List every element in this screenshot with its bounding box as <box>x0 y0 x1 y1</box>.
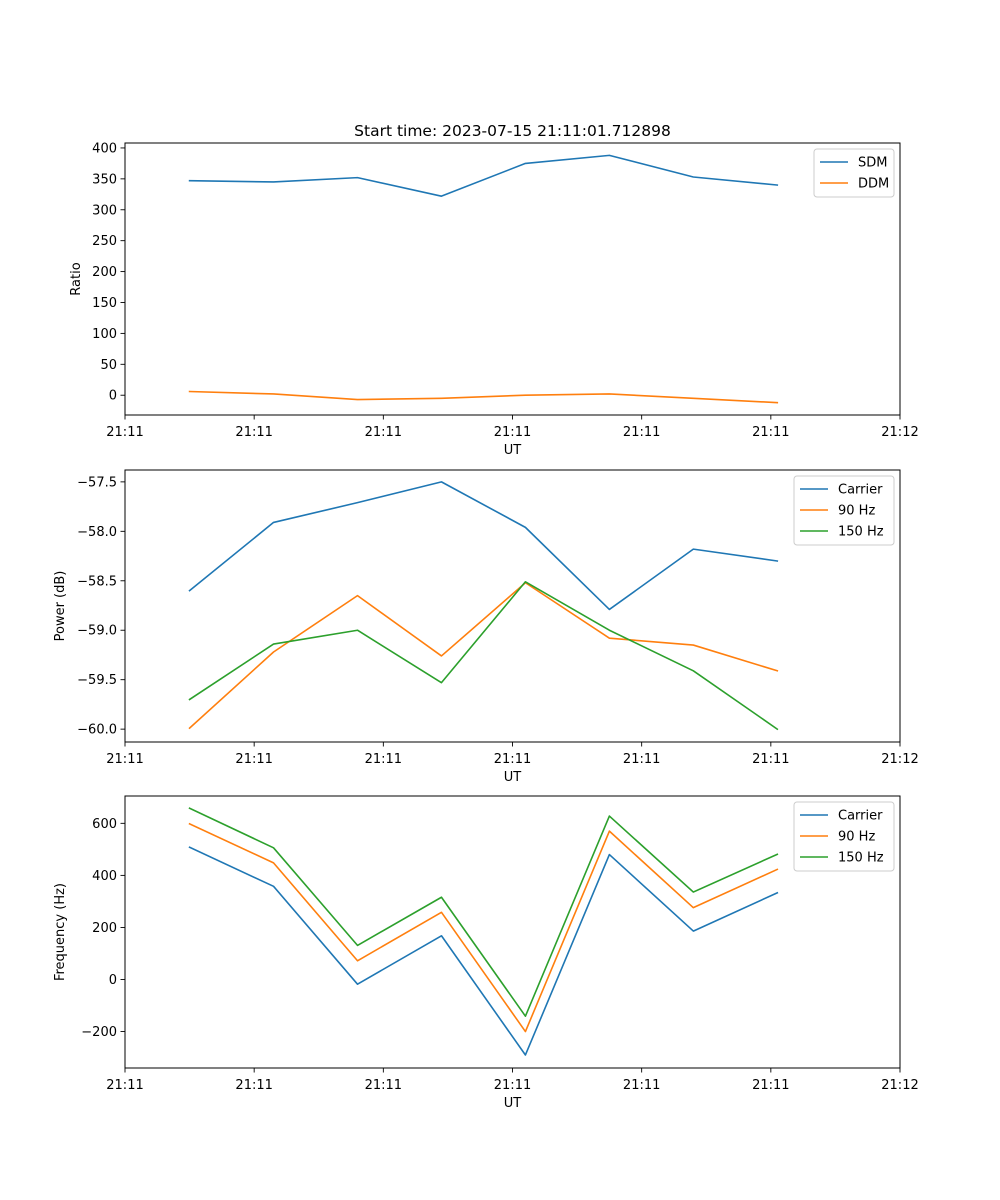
x-tick-label: 21:11 <box>106 1078 143 1093</box>
x-tick-label: 21:11 <box>752 1078 789 1093</box>
y-tick-label: −59.0 <box>77 624 117 639</box>
x-tick-label: 21:11 <box>365 425 402 440</box>
y-tick-label: −58.5 <box>77 574 117 589</box>
series-line-carrier <box>188 846 779 1056</box>
y-axis-label: Power (dB) <box>53 571 68 642</box>
legend-box <box>793 475 895 546</box>
x-tick-label: 21:11 <box>235 752 272 767</box>
y-tick-label: 0 <box>109 973 117 988</box>
y-tick-label: 0 <box>109 389 117 404</box>
x-tick-label: 21:11 <box>365 1078 402 1093</box>
x-tick-label: 21:11 <box>623 425 660 440</box>
figure-title: Start time: 2023-07-15 21:11:01.712898 <box>354 122 671 140</box>
legend-box <box>793 801 895 872</box>
x-axis-label: UT <box>504 443 522 458</box>
legend-label: Carrier <box>838 483 883 498</box>
chart-panel-2: 21:11 21:11 21:11 21:11 21:11 21:11 21:12 −60.0… <box>53 469 919 785</box>
legend-label: 150 Hz <box>838 851 884 866</box>
series-line-150-hz <box>188 580 779 731</box>
y-tick-label: −57.5 <box>77 475 117 490</box>
series-line-carrier <box>188 481 779 611</box>
x-axis-label: UT <box>504 1096 522 1111</box>
x-tick-label: 21:12 <box>881 425 918 440</box>
y-tick-label: 300 <box>92 203 117 218</box>
y-tick-label: −200 <box>81 1025 117 1040</box>
y-axis-label: Ratio <box>69 262 84 295</box>
legend-label: 150 Hz <box>838 525 884 540</box>
y-tick-label: 200 <box>92 921 117 936</box>
x-tick-label: 21:11 <box>494 752 531 767</box>
legend: SDM DDM <box>813 148 895 198</box>
legend-label: 90 Hz <box>838 830 875 845</box>
series-line-sdm <box>188 154 779 197</box>
x-tick-label: 21:12 <box>881 1078 918 1093</box>
legend-label: 90 Hz <box>838 504 875 519</box>
y-tick-label: −58.0 <box>77 525 117 540</box>
chart-panel-1: 21:11 21:11 21:11 21:11 21:11 21:11 21:12 0 50 10… <box>69 141 919 458</box>
x-tick-label: 21:11 <box>623 1078 660 1093</box>
legend-label: SDM <box>858 156 887 171</box>
x-tick-label: 21:11 <box>106 425 143 440</box>
y-tick-label: 100 <box>92 327 117 342</box>
legend-label: Carrier <box>838 809 883 824</box>
x-tick-label: 21:11 <box>494 425 531 440</box>
x-tick-label: 21:11 <box>235 1078 272 1093</box>
x-tick-label: 21:11 <box>752 425 789 440</box>
y-tick-label: 200 <box>92 265 117 280</box>
y-tick-label: 400 <box>92 869 117 884</box>
series-line-90-hz <box>188 822 779 1033</box>
y-tick-label: 600 <box>92 817 117 832</box>
legend: Carrier 90 Hz 150 Hz <box>793 475 895 546</box>
x-tick-label: 21:11 <box>623 752 660 767</box>
y-tick-label: 50 <box>100 358 117 373</box>
y-tick-label: −59.5 <box>77 673 117 688</box>
charts-container: 21:11 21:11 21:11 21:11 21:11 21:11 21:12 0 50 10… <box>53 141 919 1111</box>
y-tick-label: 350 <box>92 172 117 187</box>
x-tick-label: 21:11 <box>752 752 789 767</box>
y-axis-label: Frequency (Hz) <box>53 883 68 981</box>
series-line-ddm <box>188 390 779 404</box>
x-axis-label: UT <box>504 770 522 785</box>
y-tick-label: 400 <box>92 141 117 156</box>
legend: Carrier 90 Hz 150 Hz <box>793 801 895 872</box>
y-tick-label: 150 <box>92 296 117 311</box>
x-tick-label: 21:12 <box>881 752 918 767</box>
legend-box <box>813 148 895 198</box>
x-tick-label: 21:11 <box>106 752 143 767</box>
y-tick-label: −60.0 <box>77 723 117 738</box>
x-tick-label: 21:11 <box>235 425 272 440</box>
legend-label: DDM <box>858 177 889 192</box>
chart-panel-3: 21:11 21:11 21:11 21:11 21:11 21:11 21:12 −200 0… <box>53 795 919 1111</box>
x-tick-label: 21:11 <box>494 1078 531 1093</box>
x-tick-label: 21:11 <box>365 752 402 767</box>
y-tick-label: 250 <box>92 234 117 249</box>
series-line-90-hz <box>188 581 779 730</box>
series-line-150-hz <box>188 807 779 1018</box>
